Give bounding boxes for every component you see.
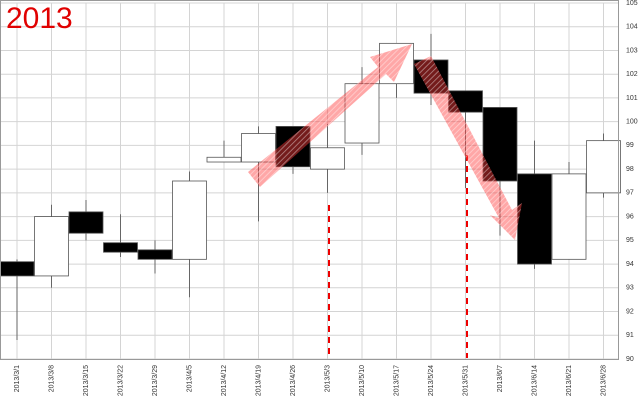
down-arrow bbox=[414, 56, 522, 240]
chart-title: 2013 bbox=[6, 2, 73, 35]
y-tick-label: 95 bbox=[626, 237, 634, 244]
x-tick-label: 2013/4/12 bbox=[221, 365, 228, 396]
x-tick-label: 2013/6/7 bbox=[497, 365, 504, 392]
y-tick-label: 94 bbox=[626, 261, 634, 268]
candle-body bbox=[310, 147, 345, 170]
candle-body bbox=[551, 173, 587, 260]
x-tick-label: 2013/4/5 bbox=[186, 365, 193, 392]
x-tick-label: 2013/3/29 bbox=[152, 365, 159, 396]
y-tick-label: 96 bbox=[626, 213, 634, 220]
x-tick-label: 2013/3/15 bbox=[83, 365, 90, 396]
x-tick-label: 2013/5/31 bbox=[462, 365, 469, 396]
candle-body bbox=[206, 156, 242, 163]
y-tick-label: 90 bbox=[626, 356, 634, 363]
candle-body bbox=[0, 261, 35, 277]
y-tick-label: 100 bbox=[626, 119, 638, 126]
y-tick-label: 98 bbox=[626, 166, 634, 173]
x-tick-label: 2013/5/3 bbox=[324, 365, 331, 392]
x-tick-label: 2013/4/26 bbox=[290, 365, 297, 396]
x-tick-label: 2013/4/19 bbox=[255, 365, 262, 396]
candle-body bbox=[586, 140, 621, 194]
x-tick-label: 2013/3/8 bbox=[48, 365, 55, 392]
candle-body bbox=[103, 242, 138, 253]
x-tick-label: 2013/5/17 bbox=[393, 365, 400, 396]
y-tick-label: 103 bbox=[626, 47, 638, 54]
y-tick-label: 102 bbox=[626, 71, 638, 78]
plot-frame bbox=[0, 0, 619, 360]
annotations bbox=[248, 44, 522, 358]
x-tick-label: 2013/6/14 bbox=[531, 365, 538, 396]
grid bbox=[0, 2, 618, 360]
candle-body bbox=[34, 216, 69, 277]
y-tick-label: 101 bbox=[626, 95, 638, 102]
x-tick-label: 2013/3/1 bbox=[14, 365, 21, 392]
up-arrow bbox=[248, 44, 412, 187]
y-tick-label: 92 bbox=[626, 308, 634, 315]
y-tick-label: 97 bbox=[626, 190, 634, 197]
candle-body bbox=[137, 249, 173, 260]
x-tick-label: 2013/6/21 bbox=[566, 365, 573, 396]
y-tick-label: 99 bbox=[626, 142, 634, 149]
x-tick-label: 2013/3/22 bbox=[117, 365, 124, 396]
x-tick-label: 2013/6/28 bbox=[600, 365, 607, 396]
candles bbox=[0, 33, 621, 341]
candle-body bbox=[517, 173, 552, 265]
candle-body bbox=[172, 180, 207, 260]
x-tick-label: 2013/5/10 bbox=[359, 365, 366, 396]
y-tick-label: 104 bbox=[626, 24, 638, 31]
y-tick-label: 93 bbox=[626, 285, 634, 292]
candle-body bbox=[68, 211, 104, 234]
y-tick-label: 91 bbox=[626, 332, 634, 339]
y-tick-label: 105 bbox=[626, 0, 638, 7]
x-tick-label: 2013/5/24 bbox=[428, 365, 435, 396]
